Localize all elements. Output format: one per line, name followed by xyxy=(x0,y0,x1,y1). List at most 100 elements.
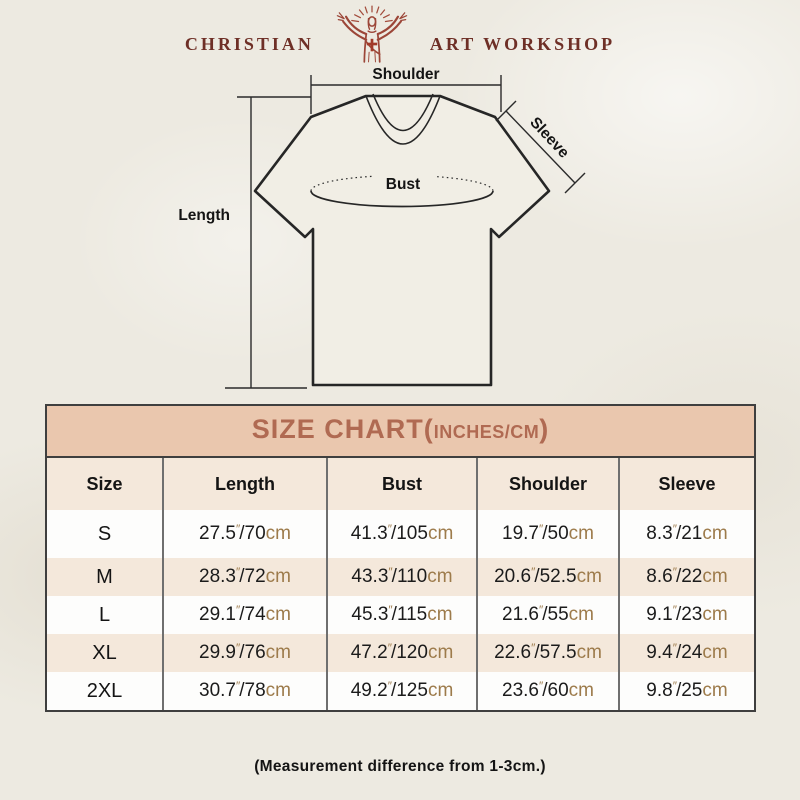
inch-mark: ″ xyxy=(672,679,677,693)
cm-unit: cm xyxy=(427,566,453,587)
collar-inner-curve xyxy=(372,93,434,132)
sleeve-value-cell: 8.6 ″/22 cm xyxy=(620,558,754,596)
value-separator: / xyxy=(239,523,245,544)
inch-value: 9.8 xyxy=(646,680,673,701)
cm-unit: cm xyxy=(427,604,453,625)
inch-mark: ″ xyxy=(538,603,543,617)
cm-value: 23 xyxy=(681,604,703,625)
value-separator: / xyxy=(239,642,245,663)
cm-unit: cm xyxy=(265,566,291,587)
size-row-s: S 27.5 ″/70 cm 41.3 ″/105 cm 19.7 ″/50 cm 8.3 ″/21 c… xyxy=(47,510,754,558)
value-separator: / xyxy=(390,680,397,701)
logo-text-left: CHRISTIAN xyxy=(184,34,314,54)
measurement-note: (Measurement difference from 1-3cm.) xyxy=(254,758,546,775)
cm-unit: cm xyxy=(576,566,602,587)
value-separator: / xyxy=(675,642,682,663)
value-separator: / xyxy=(390,523,397,544)
cm-unit: cm xyxy=(265,604,291,625)
cm-value: 115 xyxy=(396,604,428,625)
value-separator: / xyxy=(239,680,245,701)
value-separator: / xyxy=(534,642,540,663)
column-header-size: Size xyxy=(47,458,164,510)
bust-value-cell: 49.2 ″/125 cm xyxy=(328,672,478,710)
inch-value: 41.3 xyxy=(350,523,388,544)
inch-value: 19.7 xyxy=(502,523,539,544)
bust-label: Bust xyxy=(386,176,420,193)
inch-value: 45.3 xyxy=(351,604,389,625)
shoulder-value-cell: 19.7 ″/50 cm xyxy=(478,510,620,558)
value-separator: / xyxy=(239,566,245,587)
inch-value: 43.3 xyxy=(351,566,389,587)
inch-value: 8.6 xyxy=(646,566,673,587)
cm-value: 22 xyxy=(681,566,703,587)
bust-line-front xyxy=(310,190,494,208)
inch-value: 8.3 xyxy=(646,523,673,544)
length-value-cell: 29.1 ″/74 cm xyxy=(164,596,328,634)
cm-unit: cm xyxy=(568,604,594,625)
cm-unit: cm xyxy=(427,523,454,544)
shoulder-value-cell: 23.6 ″/60 cm xyxy=(478,672,620,710)
bust-value-cell: 43.3 ″/110 cm xyxy=(328,558,478,596)
size-row-l: L 29.1 ″/74 cm 45.3 ″/115 cm 21.6 ″/55 cm 9.1 ″/23 c… xyxy=(47,596,754,634)
collar-outer-curve xyxy=(365,95,441,145)
inch-mark: ″ xyxy=(531,565,535,579)
inch-mark: ″ xyxy=(388,565,392,579)
sleeve-value-cell: 8.3 ″/21 cm xyxy=(620,510,754,558)
cm-value: 25 xyxy=(681,680,703,701)
bust-line-back xyxy=(310,174,494,192)
shoulder-dimension-line xyxy=(310,75,502,114)
length-dimension-line xyxy=(225,96,311,389)
size-label: XL xyxy=(92,641,117,664)
sleeve-value-cell: 9.4 ″/24 cm xyxy=(620,634,754,672)
inch-mark: ″ xyxy=(672,641,677,655)
inch-mark: ″ xyxy=(235,522,240,536)
logo-header: CHRISTIAN xyxy=(0,2,800,64)
column-header-row: Size Length Bust Shoulder Sleeve xyxy=(47,458,754,510)
size-cell: 2XL xyxy=(47,672,164,710)
value-separator: / xyxy=(675,566,682,587)
inch-mark: ″ xyxy=(387,522,392,536)
cm-value: 72 xyxy=(244,566,266,587)
length-label: Length xyxy=(178,207,230,224)
size-cell: S xyxy=(47,510,164,558)
size-row-m: M 28.3 ″/72 cm 43.3 ″/110 cm 20.6 ″/52.5 cm 8.6 ″/2… xyxy=(47,558,754,596)
sleeve-label: Sleeve xyxy=(526,114,572,162)
size-label: S xyxy=(97,522,112,545)
column-header-label: Bust xyxy=(382,473,422,494)
value-separator: / xyxy=(542,680,548,701)
inch-value: 23.6 xyxy=(502,680,539,701)
column-header-bust: Bust xyxy=(328,458,478,510)
size-row-2xl: 2XL 30.7 ″/78 cm 49.2 ″/125 cm 23.6 ″/60 cm 9.8 ″/2… xyxy=(47,672,754,710)
inch-value: 21.6 xyxy=(502,604,539,625)
inch-mark: ″ xyxy=(235,679,240,693)
size-label: M xyxy=(96,565,113,588)
value-separator: / xyxy=(534,566,540,587)
cm-unit: cm xyxy=(568,680,594,701)
value-separator: / xyxy=(542,523,548,544)
cm-unit: cm xyxy=(265,523,291,544)
value-separator: / xyxy=(542,604,548,625)
value-separator: / xyxy=(675,604,682,625)
cm-unit: cm xyxy=(702,642,728,663)
inch-value: 29.9 xyxy=(199,642,236,663)
bust-value-cell: 45.3 ″/115 cm xyxy=(328,596,478,634)
value-separator: / xyxy=(675,680,682,701)
inch-mark: ″ xyxy=(235,641,240,655)
inch-value: 22.6 xyxy=(494,642,532,663)
size-label: L xyxy=(98,603,111,626)
cm-value: 50 xyxy=(547,523,569,544)
inch-value: 29.1 xyxy=(199,604,236,625)
inch-value: 27.5 xyxy=(199,523,236,544)
inch-value: 30.7 xyxy=(199,680,236,701)
cm-value: 24 xyxy=(681,642,703,663)
length-value-cell: 29.9 ″/76 cm xyxy=(164,634,328,672)
cm-value: 60 xyxy=(547,680,569,701)
inch-value: 9.1 xyxy=(646,604,673,625)
inch-mark: ″ xyxy=(538,522,543,536)
inch-value: 47.2 xyxy=(350,642,388,663)
cm-value: 120 xyxy=(396,642,428,663)
size-chart-title: SIZE CHART(INCHES/CM) xyxy=(47,406,754,458)
inch-mark: ″ xyxy=(235,565,240,579)
inch-mark: ″ xyxy=(388,603,392,617)
size-row-xl: XL 29.9 ″/76 cm 47.2 ″/120 cm 22.6 ″/57.5 cm 9.4 ″ /… xyxy=(47,634,754,672)
